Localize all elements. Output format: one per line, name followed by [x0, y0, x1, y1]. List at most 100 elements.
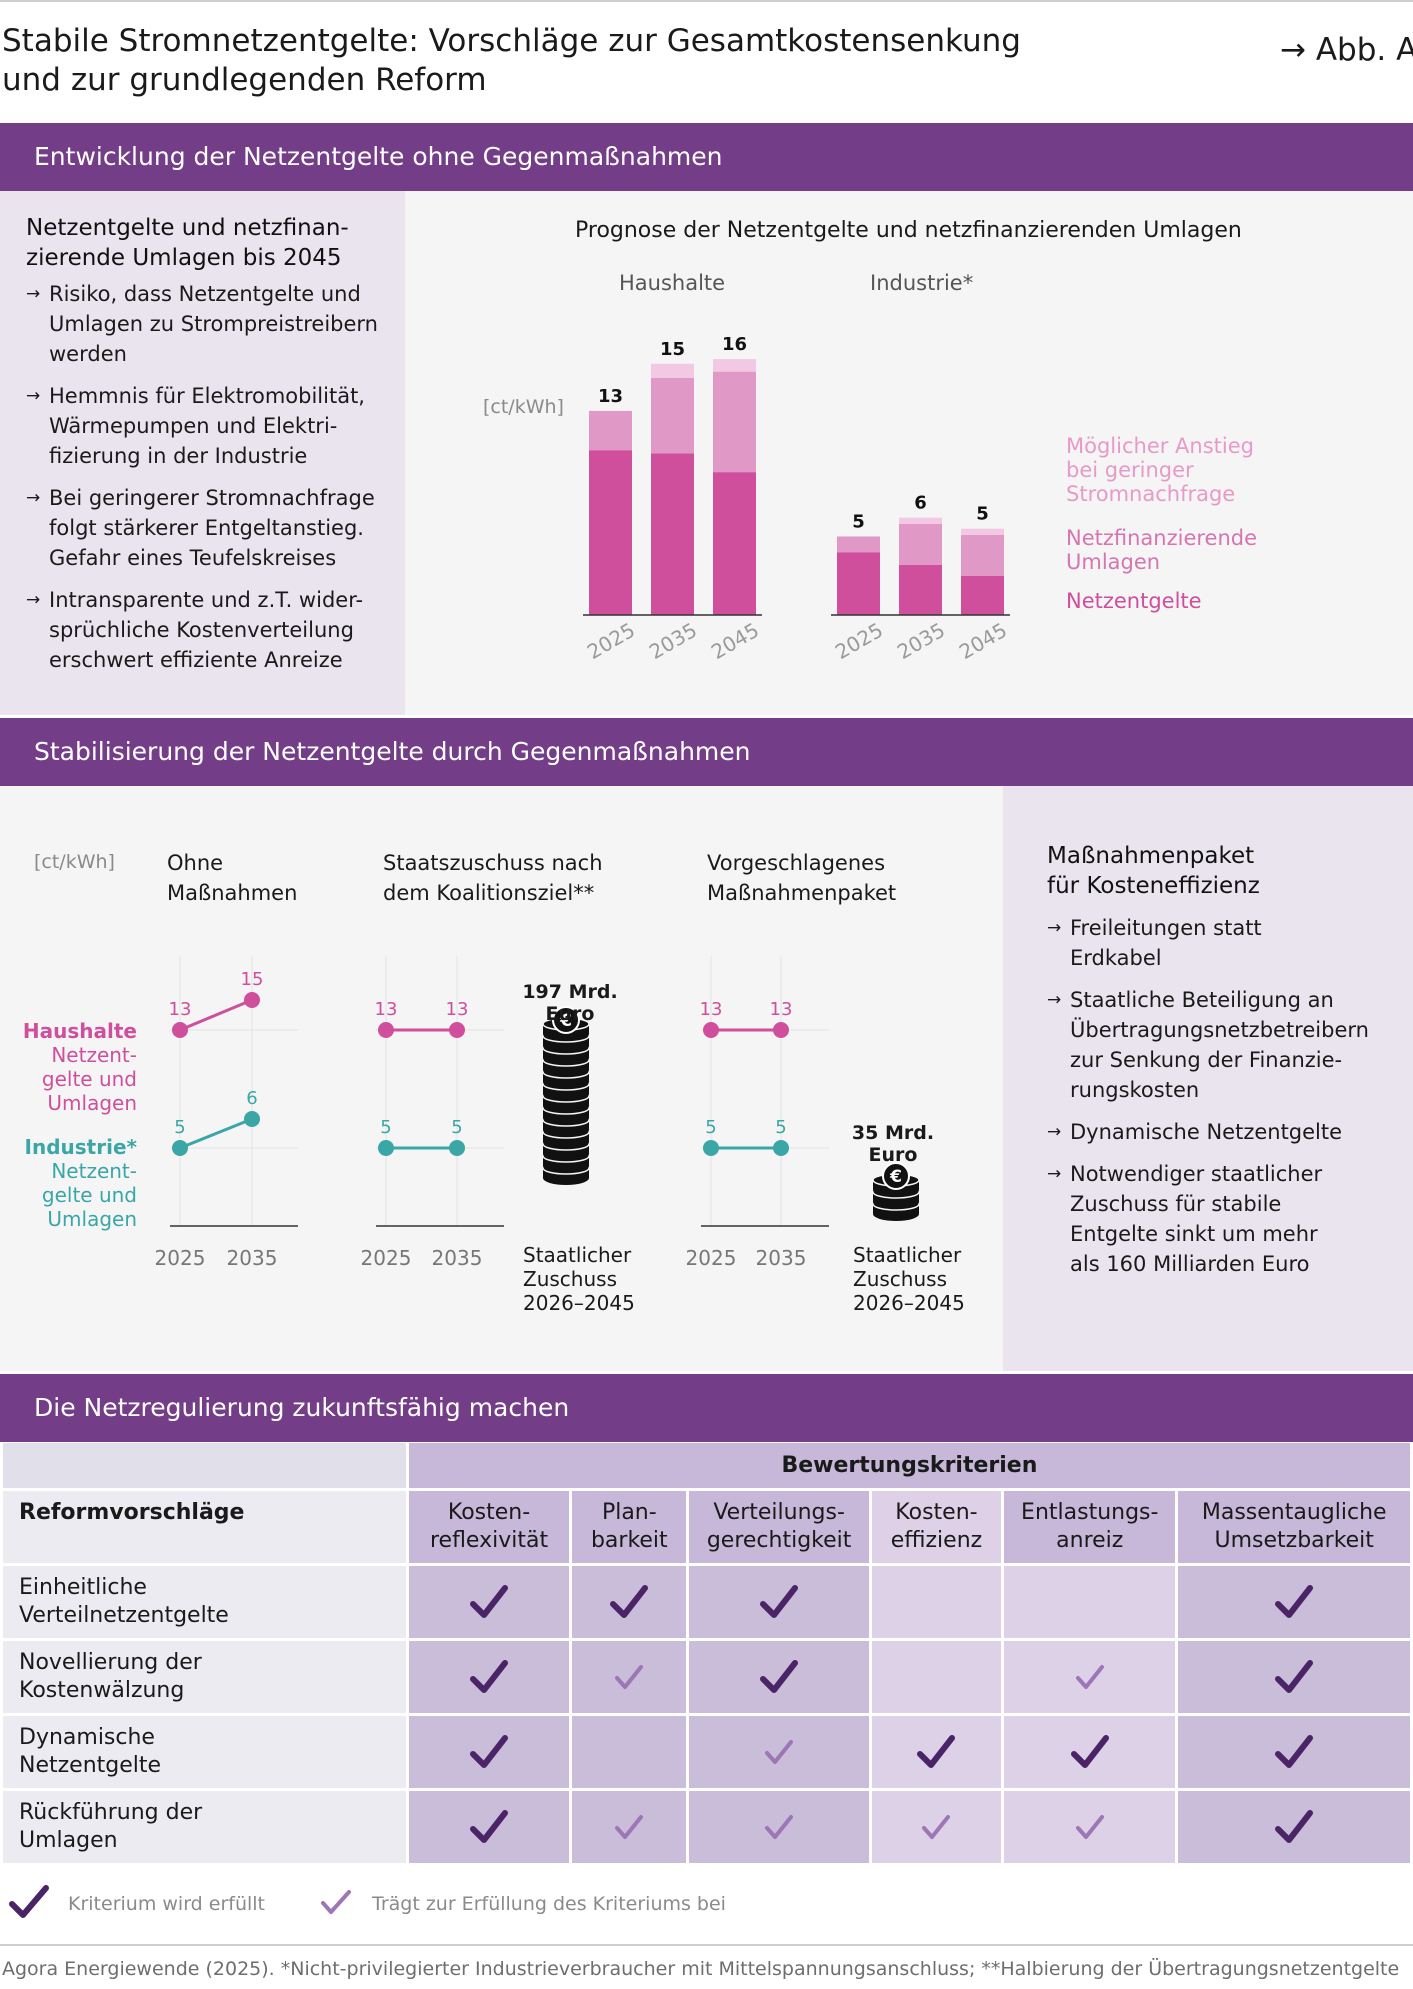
legend-line: gelte und — [41, 1067, 137, 1091]
cell-line: effizienz — [890, 1528, 983, 1553]
bar-value-label: 5 — [976, 504, 989, 525]
bullet-item: → Staatliche Beteiligung an Übertragungsne… — [1047, 985, 1397, 1105]
legend-line: Industrie* — [24, 1135, 137, 1159]
cell-line: gerechtigkeit — [706, 1528, 852, 1553]
bullet-line: rungskosten — [1070, 1078, 1200, 1102]
legend-line: Umlagen — [1066, 550, 1161, 574]
cell-line: Netzentgelte — [19, 1753, 162, 1778]
title-line: dem Koalitionsziel** — [383, 881, 595, 905]
bullet-line: folgt stärkerer Entgeltanstieg. — [49, 516, 364, 540]
legend-line: Haushalte — [22, 1019, 137, 1043]
cell-line: Kosten- — [895, 1500, 978, 1525]
criterion-cell — [871, 1791, 1002, 1863]
cell-line: anreiz — [1056, 1528, 1124, 1553]
legend-line: Netzent- — [51, 1043, 137, 1067]
title-line: Maßnahmen — [167, 881, 298, 905]
arrow-icon: → — [26, 590, 41, 610]
data-label: 13 — [446, 999, 469, 1020]
data-point — [773, 1140, 789, 1156]
x-tick-label: 2025 — [686, 1246, 737, 1270]
page-title: Stabile Stromnetzentgelte: Vorschläge zu… — [2, 22, 1152, 100]
coin-icon — [543, 1171, 589, 1185]
criterion-cell — [689, 1566, 869, 1638]
coin-icon — [543, 1063, 589, 1077]
data-point — [773, 1022, 789, 1038]
euro-symbol: € — [559, 1011, 572, 1031]
legend-line: Umlagen — [47, 1207, 137, 1231]
cell-line: Kostenwälzung — [19, 1678, 185, 1703]
coin-stack-197: € — [542, 1006, 590, 1185]
legend-line: bei geringer — [1066, 458, 1194, 482]
cell-line: Bewertungskriterien — [781, 1452, 1038, 1478]
criterion-cell — [1004, 1716, 1176, 1788]
section1-left-panel: Netzentgelte und netzfinan- zierende Uml… — [0, 191, 405, 715]
caption-line: 2026–2045 — [523, 1291, 635, 1315]
legend-line: Umlagen — [47, 1091, 137, 1115]
table-header-spacer — [3, 1443, 406, 1488]
cell-line: Reformvorschläge — [19, 1500, 245, 1525]
bullet-line: Entgelte sinkt um mehr — [1070, 1222, 1318, 1246]
data-point — [703, 1022, 719, 1038]
criterion-cell — [408, 1641, 570, 1713]
data-label: 13 — [700, 999, 723, 1020]
figure-reference: → Abb. A — [1280, 32, 1413, 68]
bullet-line: Hemmnis für Elektromobilität, — [49, 384, 365, 408]
coin-icon — [543, 1147, 589, 1161]
cell-line: Verteilnetzentgelte — [19, 1603, 229, 1628]
x-tick-label: 2035 — [432, 1246, 483, 1270]
criterion-cell — [1178, 1566, 1410, 1638]
check-partial-icon — [1075, 1665, 1104, 1689]
cell-line: Entlastungs- — [1021, 1500, 1159, 1525]
cell-line: Novellierung der — [19, 1650, 202, 1675]
data-point — [449, 1140, 465, 1156]
heading-line: für Kosteneffizienz — [1047, 873, 1260, 899]
bullet-line: Gefahr eines Teufelskreises — [49, 546, 337, 570]
bar-segment — [899, 517, 942, 524]
bullet-line: Zuschuss für stabile — [1070, 1192, 1282, 1216]
bar-segment — [961, 575, 1004, 615]
check-partial-icon — [922, 1815, 951, 1839]
heading-line: zierende Umlagen bis 2045 — [26, 245, 342, 271]
bullet-line: Dynamische Netzentgelte — [1070, 1120, 1343, 1144]
x-tick-label: 2035 — [227, 1246, 278, 1270]
check-full-icon — [470, 1735, 509, 1768]
footer-source: Agora Energiewende (2025). *Nicht-privil… — [2, 1958, 1400, 1980]
section1-band: Entwicklung der Netzentgelte ohne Gegenm… — [0, 123, 1413, 191]
bullet-line: sprüchliche Kostenverteilung — [49, 618, 354, 642]
check-partial-icon — [1075, 1815, 1104, 1839]
title-line: Maßnahmenpaket — [707, 881, 897, 905]
bar-value-label: 5 — [852, 512, 865, 533]
coin-stack-35: € — [872, 1162, 920, 1221]
legend-anstieg: Möglicher Anstieg bei geringer Stromnach… — [1066, 434, 1254, 506]
arrow-icon: → — [26, 284, 41, 304]
cell-line: reflexivität — [429, 1528, 549, 1553]
col1-title: Ohne Maßnahmen — [167, 848, 297, 908]
coin-icon — [543, 1075, 589, 1089]
coin-icon — [543, 1051, 589, 1065]
section2-chart-panel — [0, 786, 1003, 1371]
legend-full-label: Kriterium wird erfüllt — [68, 1893, 266, 1915]
bar-segment — [589, 410, 632, 451]
criterion-cell — [408, 1791, 570, 1863]
criterion-cell — [1004, 1641, 1176, 1713]
legend-partial-label: Trägt zur Erfüllung des Kriteriums bei — [372, 1893, 726, 1915]
data-label: 6 — [246, 1088, 257, 1109]
bar-segment — [589, 450, 632, 615]
data-point — [703, 1140, 719, 1156]
data-label: 5 — [451, 1117, 462, 1138]
check-full-icon — [470, 1660, 509, 1693]
top-rule — [0, 0, 1413, 2]
reform-label: Rückführung der Umlagen — [3, 1791, 406, 1863]
criterion-cell — [1178, 1716, 1410, 1788]
footer-rule — [0, 1944, 1413, 1946]
bar-value-label: 15 — [660, 339, 685, 360]
x-tick-label: 2045 — [707, 618, 763, 664]
title-line: Staatszuschuss nach — [383, 851, 603, 875]
data-point — [172, 1022, 188, 1038]
bullet-line: Notwendiger staatlicher — [1070, 1162, 1323, 1186]
caption-line: Zuschuss — [523, 1267, 617, 1291]
bar-segment — [713, 371, 756, 473]
bullet-item: → Dynamische Netzentgelte — [1047, 1117, 1397, 1147]
coin-icon — [543, 1099, 589, 1113]
col2-title: Staatszuschuss nach dem Koalitionsziel** — [383, 848, 603, 908]
